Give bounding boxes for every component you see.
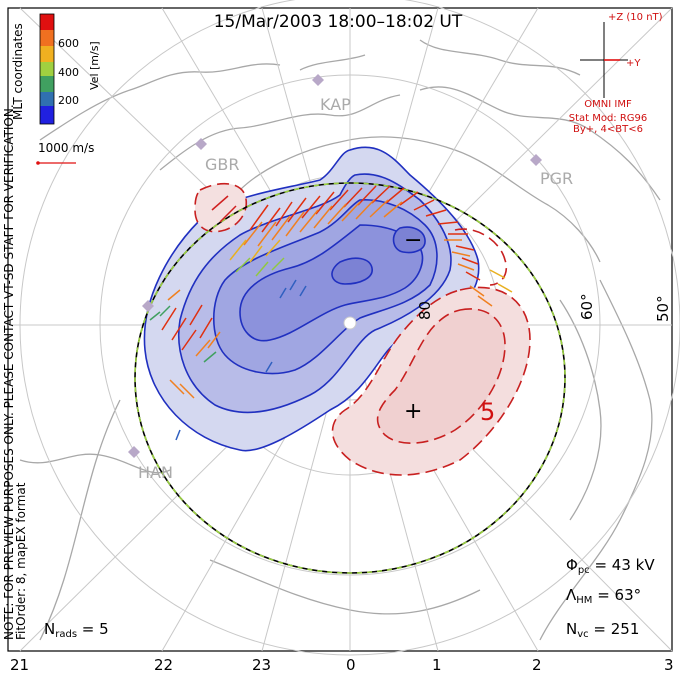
mlt-axis: 21 22 23 0 1 2 3 xyxy=(10,656,674,674)
station-han-marker xyxy=(128,446,140,458)
contour-label-min: − xyxy=(404,228,422,253)
mlt-tick-2: 2 xyxy=(532,656,542,674)
lat-label-60: 60° xyxy=(578,293,596,320)
mlt-tick-0: 0 xyxy=(346,656,356,674)
stat-phi-pc: Φpc = 43 kV xyxy=(566,556,655,576)
station-pgr-marker xyxy=(530,154,542,166)
station-markers xyxy=(128,74,542,458)
station-label-kap: KAP xyxy=(320,95,351,114)
mlt-tick-23: 23 xyxy=(252,656,271,674)
imf-condition: By+, 4<BT<6 xyxy=(573,124,643,135)
mlt-tick-21: 21 xyxy=(10,656,29,674)
colorbar-tick-200: 200 xyxy=(58,94,79,107)
station-label-pgr: PGR xyxy=(540,169,573,188)
colorbar-tick-600: 600 xyxy=(58,37,79,50)
colorbar-swatch-4 xyxy=(40,62,54,76)
colorbar-label: Vel [m/s] xyxy=(88,41,101,90)
contour-label-max: + xyxy=(404,399,422,424)
reference-vector-label: 1000 m/s xyxy=(38,141,94,155)
contour-label-value: 5 xyxy=(480,398,495,426)
colorbar-swatch-7 xyxy=(40,106,54,124)
velocity-colorbar: 600 400 200 Vel [m/s] xyxy=(39,13,101,125)
station-label-gbr: GBR xyxy=(205,155,240,174)
colorbar-swatch-6 xyxy=(40,92,54,106)
station-gbr-marker xyxy=(195,138,207,150)
mlt-tick-1: 1 xyxy=(432,656,442,674)
station-kap-marker xyxy=(312,74,324,86)
station-label-han: HAN xyxy=(138,463,173,482)
imf-dial: +Z (10 nT) +Y OMNI IMF Stat Mod: RG96 By… xyxy=(569,12,663,135)
lat-label-50: 50° xyxy=(654,295,672,322)
hm-boundary xyxy=(134,182,566,574)
velocity-vectors xyxy=(149,185,513,441)
colorbar-swatch-1 xyxy=(40,14,54,30)
imf-source: OMNI IMF xyxy=(584,99,632,110)
colorbar-swatch-3 xyxy=(40,46,54,62)
imf-y-label: +Y xyxy=(626,58,641,69)
reference-vector: 1000 m/s xyxy=(36,141,94,165)
stats-panel: Φpc = 43 kV ΛHM = 63° Nvc = 251 xyxy=(566,556,655,640)
colorbar-tick-400: 400 xyxy=(58,66,79,79)
stat-lambda-hm: ΛHM = 63° xyxy=(566,586,641,606)
station-extra-marker xyxy=(142,300,154,312)
station-labels: KAP GBR PGR HAN xyxy=(138,95,573,482)
coord-label: MLT coordinates xyxy=(11,23,25,120)
stat-n-vc: Nvc = 251 xyxy=(566,620,639,640)
lat-label-80: 80 xyxy=(416,301,434,320)
stat-n-rads: Nrads = 5 xyxy=(44,620,109,640)
preview-note: NOTE: FOR PREVIEW PURPOSES ONLY. PLEASE … xyxy=(2,104,16,640)
imf-z-label: +Z (10 nT) xyxy=(608,12,663,23)
colorbar-swatch-5 xyxy=(40,76,54,92)
positive-potential-cell xyxy=(194,182,531,476)
mlt-tick-22: 22 xyxy=(154,656,173,674)
imf-model: Stat Mod: RG96 xyxy=(569,113,648,124)
pole-marker xyxy=(343,316,357,330)
fit-info: FitOrder: 8, mapEX format xyxy=(14,482,28,640)
colorbar-swatch-2 xyxy=(40,30,54,46)
mlt-tick-3: 3 xyxy=(664,656,674,674)
plot-title: 15/Mar/2003 18:00–18:02 UT xyxy=(214,12,463,32)
